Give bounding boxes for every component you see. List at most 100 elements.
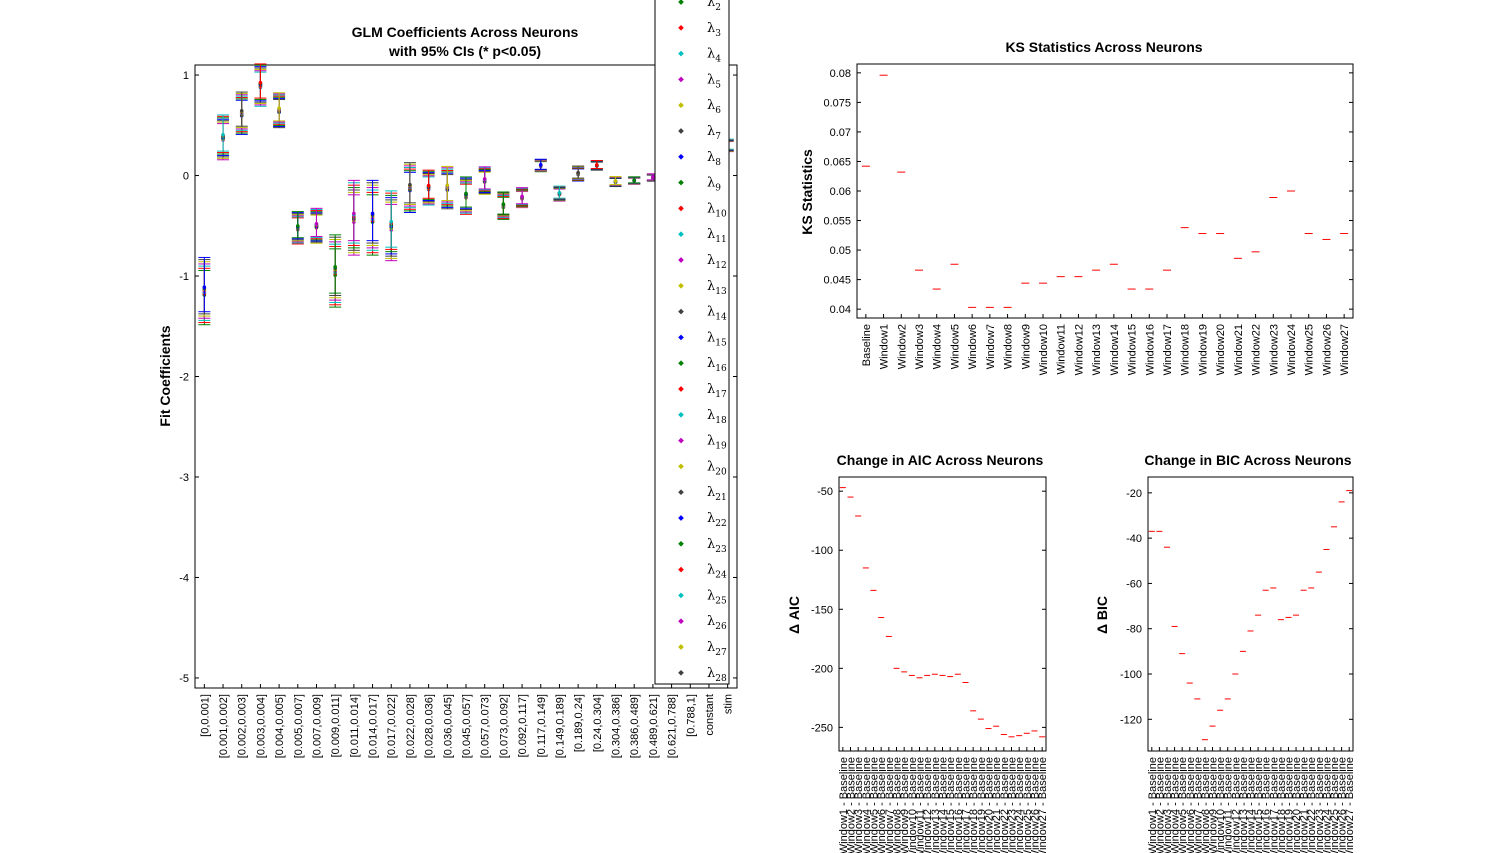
bic-y-ticks: -20 -40 -60 -80 -100 -120 — [1120, 488, 1353, 726]
glm-legend-box — [654, 0, 730, 685]
glm-legend-label: λ7 — [707, 124, 721, 142]
glm-x-tick-label: [0.003,0.004] — [255, 694, 267, 758]
glm-legend-marker — [678, 257, 684, 263]
glm-legend-marker — [678, 334, 684, 341]
aic-x-tick-label: Window3 - Baseline — [853, 757, 865, 853]
glm-legend-marker — [678, 308, 684, 315]
aic-x-tick-label: Window22 - Baseline — [999, 757, 1011, 853]
ks-x-tick-label: Window13 — [1091, 324, 1103, 375]
glm-estimate-point — [202, 285, 207, 289]
ks-x-tick-label: Window21 — [1233, 324, 1245, 375]
ks-x-tick-label: Window12 — [1073, 324, 1085, 375]
glm-x-tick-label: [0.073,0.092] — [498, 694, 510, 758]
bic-x-tick-label: Window5 - Baseline — [1177, 757, 1189, 853]
ks-x-tick-label: Window8 — [1003, 324, 1015, 369]
glm-x-tick-label: [0.009,0.011] — [330, 694, 342, 757]
glm-x-tick-label: [0.189,0.24] — [573, 694, 585, 752]
glm-error-bars — [198, 63, 734, 326]
bic-x-tick-label: Window1 - Baseline — [1147, 757, 1159, 853]
bic-x-tick-label: Window15 - Baseline — [1253, 757, 1265, 853]
glm-estimate-point — [538, 162, 543, 167]
glm-estimate-point — [482, 177, 487, 181]
glm-x-tick-label: [0.014,0.017] — [368, 694, 380, 758]
ks-y-tick-label: 0.065 — [823, 156, 851, 168]
ks-x-tick-label: Baseline — [861, 324, 873, 366]
ks-x-tick-label: Window9 — [1020, 324, 1032, 369]
aic-x-tick-label: Window1 - Baseline — [838, 757, 850, 853]
glm-estimate-point — [221, 132, 225, 137]
aic-markers — [839, 487, 1046, 738]
ks-x-tick-label: Window19 — [1197, 324, 1209, 375]
glm-legend-marker — [678, 437, 684, 444]
aic-x-tick-label: Window12 - Baseline — [922, 757, 934, 853]
glm-legend-marker — [678, 592, 684, 599]
aic-y-tick-label: -100 — [811, 545, 833, 557]
aic-x-tick-label: Window17 - Baseline — [961, 757, 973, 853]
bic-x-tick-label: Window6 - Baseline — [1185, 757, 1197, 853]
glm-estimate-point — [277, 106, 281, 110]
bic-x-tick-label: Window10 - Baseline — [1215, 757, 1227, 853]
ks-x-tick-labels: Baseline Window1 Window2 Window3 Window4 Wind… — [861, 314, 1351, 375]
glm-x-tick-label: [0.304,0.386] — [611, 694, 623, 758]
aic-x-tick-label: Window23 - Baseline — [1007, 757, 1019, 853]
glm-estimate-point — [408, 182, 412, 187]
bic-y-axis-label: Δ BIC — [1094, 596, 1110, 634]
bic-x-tick-label: Window12 - Baseline — [1230, 757, 1242, 853]
glm-legend-marker — [678, 282, 684, 289]
ks-x-tick-label: Window22 — [1251, 324, 1263, 375]
bic-x-tick-label: Window7 - Baseline — [1192, 757, 1204, 853]
aic-y-tick-label: -250 — [811, 722, 833, 734]
ks-x-tick-label: Window6 — [967, 324, 979, 369]
aic-x-tick-label: Window16 - Baseline — [953, 757, 965, 853]
ks-x-tick-label: Window18 — [1180, 324, 1192, 375]
ks-y-tick-label: 0.075 — [823, 97, 851, 109]
glm-x-tick-label: [0.149,0.189] — [554, 694, 566, 758]
glm-estimate-point — [314, 221, 319, 226]
ks-x-tick-label: Window25 — [1304, 324, 1316, 375]
glm-estimate-point — [295, 224, 300, 228]
bic-y-tick-label: -40 — [1126, 533, 1142, 545]
glm-estimate-point — [501, 202, 506, 206]
glm-legend-marker — [678, 386, 684, 392]
bic-change-chart: Change in BIC Across Neurons Δ BIC -20 -4… — [1094, 452, 1356, 853]
bic-x-tick-label: Window25 - Baseline — [1329, 757, 1341, 853]
aic-x-tick-label: Window10 - Baseline — [907, 757, 919, 853]
bic-x-tick-label: Window8 - Baseline — [1200, 757, 1212, 853]
ks-x-tick-label: Window7 — [985, 324, 997, 369]
glm-legend-label: λ23 — [707, 537, 727, 555]
glm-legend-label: λ2 — [707, 0, 721, 13]
glm-legend-label: λ24 — [707, 563, 727, 581]
glm-estimate-point — [370, 211, 375, 216]
glm-legend-marker — [678, 205, 684, 212]
aic-x-tick-label: Window8 - Baseline — [892, 757, 904, 853]
bic-markers — [1148, 490, 1353, 741]
glm-legend-label: λ20 — [707, 459, 727, 477]
glm-x-tick-label: stim — [723, 694, 735, 714]
bic-x-tick-label: Window18 - Baseline — [1276, 757, 1288, 853]
glm-title-line-1: GLM Coefficients Across Neurons — [352, 24, 579, 40]
ks-y-tick-label: 0.08 — [830, 68, 851, 80]
glm-x-tick-label: [0.004,0.005] — [274, 694, 286, 758]
glm-y-tick-label: -4 — [179, 572, 189, 584]
glm-x-tick-label: [0.001,0.002] — [218, 694, 230, 758]
bic-y-tick-label: -120 — [1120, 714, 1142, 726]
glm-x-tick-label: [0,0.001] — [199, 694, 211, 737]
glm-legend-label: λ25 — [707, 588, 727, 606]
ks-x-tick-label: Window4 — [932, 324, 944, 369]
bic-x-tick-label: Window20 - Baseline — [1291, 757, 1303, 853]
glm-legend: λ2 λ3 λ4 λ5 λ6 λ7 λ8 λ9 λ10 λ11 λ12 λ13 λ14 λ15 λ16 λ17… — [654, 0, 730, 685]
bic-x-tick-label: Window4 - Baseline — [1170, 757, 1182, 853]
aic-x-tick-label: Window26 - Baseline — [1030, 757, 1042, 853]
bic-y-tick-label: -60 — [1126, 578, 1142, 590]
glm-legend-marker — [678, 231, 684, 238]
glm-legend-label: λ10 — [707, 201, 727, 219]
bic-x-tick-label: Window3 - Baseline — [1162, 757, 1174, 853]
glm-legend-marker — [678, 0, 684, 5]
bic-x-tick-label: Window16 - Baseline — [1261, 757, 1273, 853]
ks-x-tick-label: Window3 — [914, 324, 926, 369]
glm-x-tick-label: [0.017,0.022] — [386, 694, 398, 758]
glm-estimate-point — [613, 179, 618, 183]
ks-y-tick-label: 0.045 — [823, 275, 851, 287]
